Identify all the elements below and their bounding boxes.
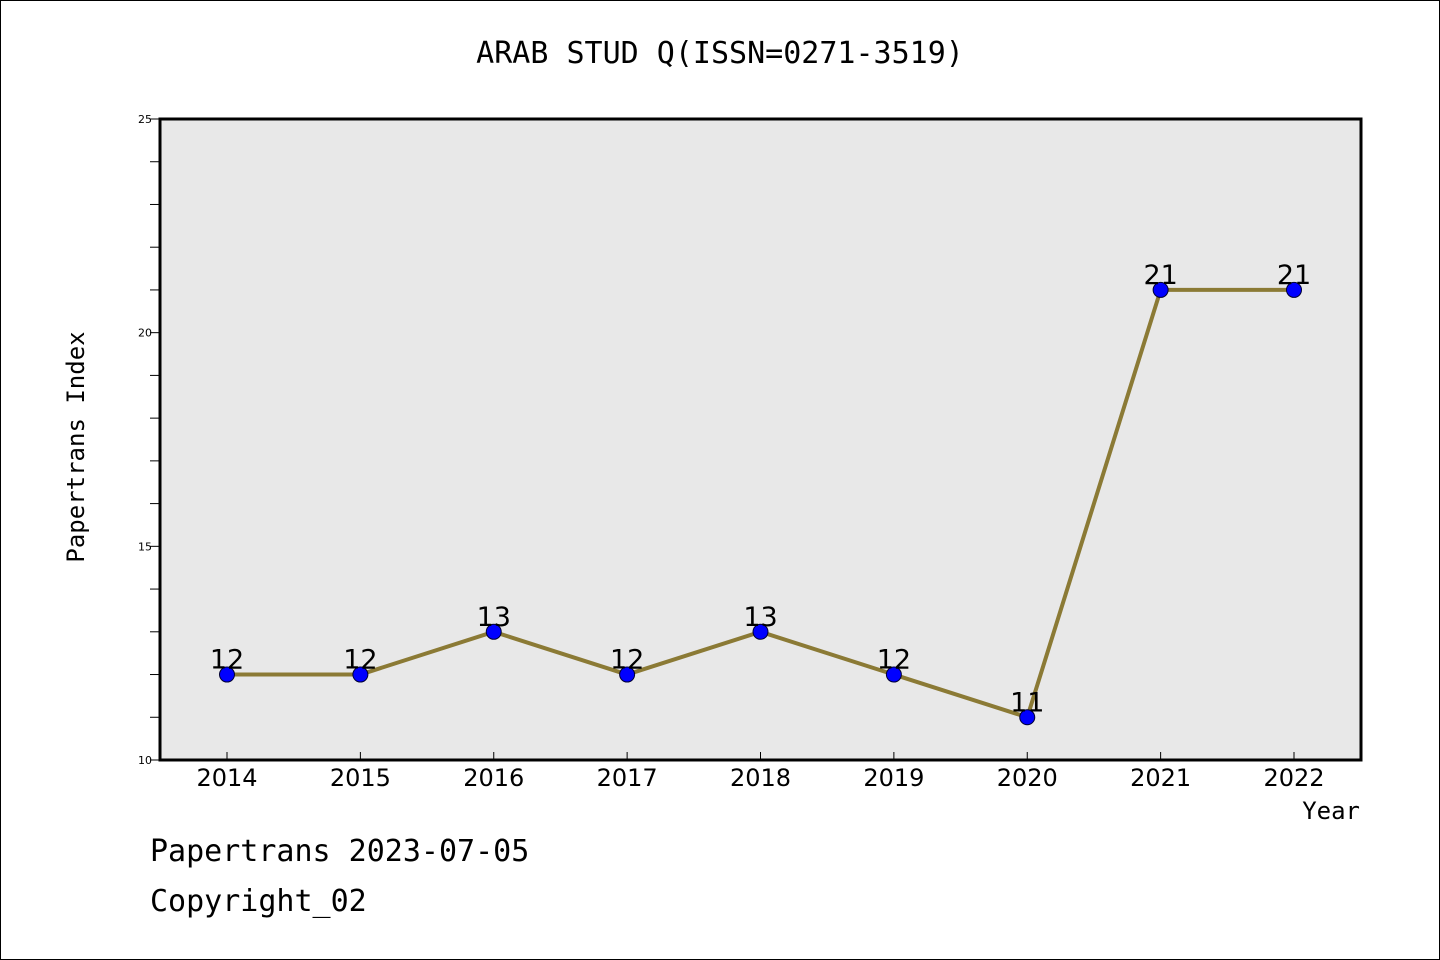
x-tick-label: 2021 bbox=[1130, 764, 1191, 792]
x-axis: 2014 2015 2016 2017 2018 2019 2020 2021 2022 bbox=[196, 752, 1325, 792]
y-axis: 10 15 20 25 bbox=[138, 113, 160, 767]
footer-date: Papertrans 2023-07-05 bbox=[150, 834, 530, 869]
data-label: 13 bbox=[743, 602, 777, 633]
x-tick-label: 2014 bbox=[196, 764, 257, 792]
data-label: 13 bbox=[477, 602, 511, 633]
data-point bbox=[1019, 709, 1036, 726]
x-tick-label: 2018 bbox=[730, 764, 791, 792]
y-axis-label: Papertrans Index bbox=[62, 331, 90, 562]
data-point bbox=[752, 623, 769, 640]
data-label: 12 bbox=[210, 645, 244, 676]
data-point bbox=[352, 666, 369, 683]
data-point bbox=[485, 623, 502, 640]
x-axis-label: Year bbox=[1302, 797, 1360, 825]
data-point bbox=[619, 666, 636, 683]
data-point bbox=[219, 666, 235, 683]
x-tick-label: 2017 bbox=[597, 764, 658, 792]
y-tick-label: 15 bbox=[138, 540, 152, 553]
data-point bbox=[1286, 281, 1302, 298]
x-tick-label: 2016 bbox=[463, 764, 524, 792]
data-labels: 12 12 13 12 13 12 11 21 21 bbox=[210, 260, 1311, 718]
x-tick-label: 2015 bbox=[330, 764, 391, 792]
data-point bbox=[1152, 281, 1169, 298]
data-label: 11 bbox=[1010, 687, 1044, 718]
y-tick-label: 25 bbox=[138, 113, 152, 126]
chart-title: ARAB STUD Q(ISSN=0271-3519) bbox=[476, 36, 964, 71]
data-label: 12 bbox=[877, 645, 911, 676]
y-tick-label: 20 bbox=[138, 327, 152, 340]
data-point bbox=[885, 666, 902, 683]
data-label: 21 bbox=[1143, 260, 1177, 291]
y-tick-label: 10 bbox=[138, 754, 152, 767]
footer-copyright: Copyright_02 bbox=[150, 884, 367, 919]
data-label: 12 bbox=[343, 645, 377, 676]
data-label: 12 bbox=[610, 645, 644, 676]
data-label: 21 bbox=[1277, 260, 1311, 291]
x-tick-label: 2022 bbox=[1263, 764, 1324, 792]
x-tick-label: 2020 bbox=[997, 764, 1058, 792]
series-markers bbox=[219, 281, 1302, 726]
x-tick-label: 2019 bbox=[863, 764, 924, 792]
plot-area bbox=[158, 117, 1363, 762]
